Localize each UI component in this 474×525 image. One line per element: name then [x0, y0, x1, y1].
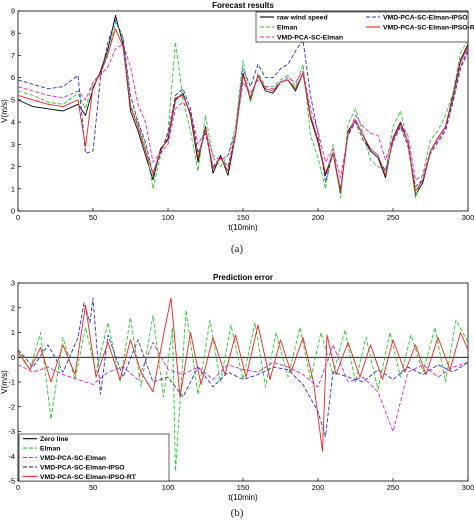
- y-tick-label: 1: [11, 328, 15, 337]
- prediction-error-chart: Prediction error 0 50 100 150 200 250 300 -5 -4 -3…: [0, 273, 474, 502]
- legend-label: VMD-PCA-SC-Elman-IPSO: [40, 464, 125, 471]
- caption-b: (b): [230, 507, 244, 519]
- series-line-elman: [18, 21, 468, 199]
- y-tick-label: -4: [8, 452, 15, 461]
- x-axis-label: t(10min): [228, 223, 258, 232]
- chart-title: Prediction error: [213, 273, 273, 282]
- legend-label: VMD-PCA-SC-Elman-IPSO-RT: [40, 474, 137, 481]
- y-tick-label: 7: [11, 51, 15, 60]
- plot-area: [17, 10, 469, 212]
- y-tick-label: 4: [11, 118, 15, 127]
- y-tick-label: 2: [11, 303, 15, 312]
- legend-box: [255, 11, 469, 43]
- y-tick-label: 9: [11, 7, 15, 16]
- y-tick-label: -3: [8, 427, 15, 436]
- legend-label: Elman: [40, 446, 60, 453]
- x-tick-label: 300: [462, 483, 474, 492]
- y-tick-label: 0: [11, 207, 15, 216]
- x-tick-label: 250: [387, 483, 400, 492]
- y-tick-label: 5: [11, 95, 15, 104]
- legend-label: VMD-PCA-SC-Elman: [40, 455, 106, 462]
- series-group: [18, 14, 468, 199]
- x-tick-label: 50: [89, 213, 97, 222]
- legend-label: VMD-PCA-SC-Elman-IPSO: [383, 15, 468, 22]
- x-tick-label: 200: [312, 483, 325, 492]
- x-tick-label: 150: [237, 483, 250, 492]
- y-tick-label: 0: [11, 353, 15, 362]
- y-axis-label: V(m/s): [0, 99, 9, 123]
- series-line-vmd-pca-sc-elman: [18, 341, 468, 432]
- x-tick-label: 0: [16, 213, 20, 222]
- y-tick-label: 1: [11, 184, 15, 193]
- series-group: [18, 297, 468, 472]
- caption-a: (a): [230, 243, 244, 255]
- x-tick-label: 300: [462, 213, 474, 222]
- legend-label: raw wind speed: [277, 15, 328, 22]
- x-tick-label: 100: [162, 213, 175, 222]
- y-tick-label: -2: [8, 402, 15, 411]
- y-tick-label: 8: [11, 29, 15, 38]
- x-tick-label: 50: [89, 483, 97, 492]
- x-tick-label: 0: [16, 483, 20, 492]
- legend-box: [18, 433, 170, 482]
- x-tick-label: 250: [387, 213, 400, 222]
- x-tick-label: 200: [312, 213, 325, 222]
- chart-title: Forecast results: [212, 1, 274, 10]
- y-axis-label: V(m/s): [0, 370, 9, 394]
- x-tick-label: 150: [237, 213, 250, 222]
- y-tick-label: -5: [8, 477, 15, 486]
- legend-label: Elman: [277, 25, 297, 32]
- x-tick-label: 100: [162, 483, 175, 492]
- y-tick-label: 6: [11, 73, 15, 82]
- y-tick-label: 3: [11, 279, 15, 288]
- legend-label: Zero line: [40, 436, 69, 443]
- legend-label: VMD-PCA-SC-Elman-IPSO-RT: [383, 25, 474, 32]
- forecast-results-chart: Forecast results 0 50 100 150 200 250 300 0 1 2 3 4 5…: [0, 1, 474, 232]
- y-tick-label: 2: [11, 162, 15, 171]
- legend-label: VMD-PCA-SC-Elman: [277, 35, 343, 42]
- y-tick-label: 3: [11, 140, 15, 149]
- series-line-vmd-pca-sc-elman-ipso-rt: [18, 28, 468, 192]
- series-line-vmd-pca-sc-elman-ipso-rt: [18, 297, 468, 452]
- series-line-vmd-pca-sc-elman-ipso: [18, 19, 468, 190]
- x-axis-label: t(10min): [228, 493, 258, 502]
- y-tick-label: -1: [8, 378, 15, 387]
